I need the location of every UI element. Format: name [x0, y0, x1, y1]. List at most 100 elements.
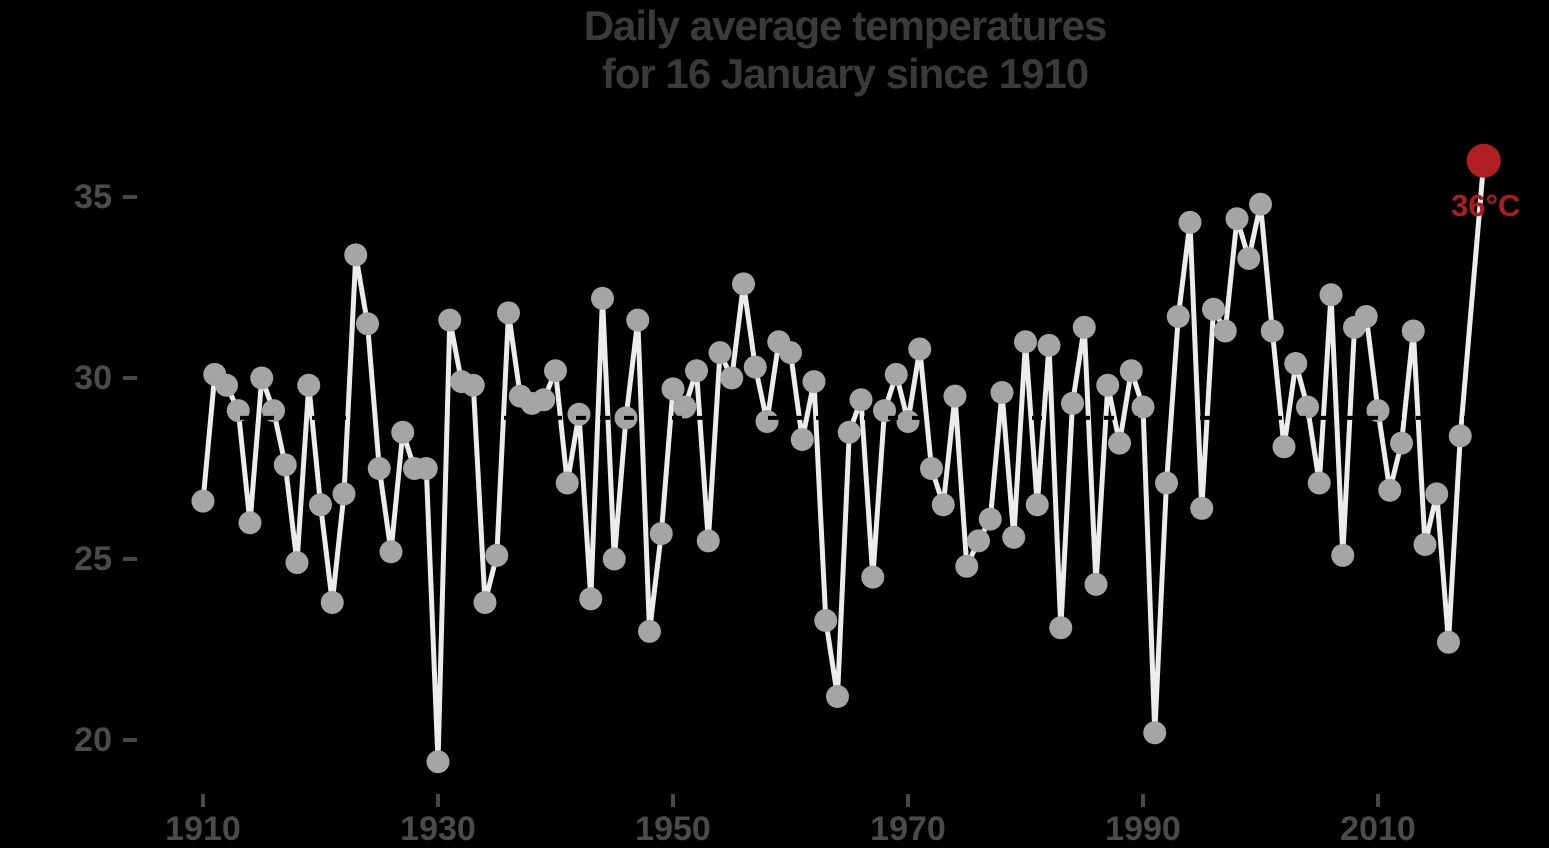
data-point-1965: [837, 420, 861, 444]
data-point-2013: [1401, 319, 1425, 343]
data-point-1914: [238, 511, 262, 535]
y-tick: [123, 195, 137, 199]
data-point-2004: [1296, 395, 1319, 419]
data-point-2000: [1249, 192, 1272, 216]
data-point-1975: [955, 554, 979, 578]
data-point-1942: [567, 402, 591, 426]
data-point-1972: [920, 457, 943, 480]
data-point-1912: [215, 373, 238, 397]
data-point-1950: [661, 377, 685, 401]
data-point-1954: [708, 341, 732, 365]
data-point-2006: [1319, 283, 1343, 307]
data-point-2007: [1331, 543, 1355, 567]
data-point-1969: [884, 362, 908, 386]
data-point-1922: [332, 482, 356, 506]
y-tick: [123, 557, 137, 561]
x-tick-label: 1910: [165, 810, 241, 848]
data-point-1926: [379, 540, 403, 564]
data-point-1920: [309, 493, 332, 517]
data-point-1925: [367, 457, 391, 480]
data-point-1915: [250, 366, 274, 390]
data-point-1963: [814, 609, 838, 633]
data-point-1980: [1014, 330, 1037, 354]
data-point-1976: [967, 529, 990, 553]
data-point-1992: [1155, 471, 1178, 495]
data-point-1984: [1061, 391, 1084, 415]
data-point-1951: [673, 395, 697, 419]
x-tick-label: 1990: [1105, 810, 1181, 848]
data-point-1930: [426, 750, 450, 774]
data-point-1953: [696, 529, 720, 553]
x-tick: [436, 794, 440, 807]
data-point-1964: [826, 685, 849, 709]
data-point-2001: [1260, 319, 1284, 343]
x-tick: [201, 794, 205, 807]
data-point-1956: [732, 272, 755, 296]
data-point-1935: [485, 543, 509, 567]
data-point-1990: [1131, 395, 1155, 419]
data-point-1943: [579, 587, 603, 611]
data-point-1941: [555, 471, 579, 495]
data-point-1981: [1025, 493, 1049, 517]
data-point-2009: [1354, 304, 1378, 328]
temperature-line: [200, 158, 1487, 765]
data-point-1978: [990, 380, 1014, 404]
data-point-2011: [1378, 478, 1402, 502]
data-point-1949: [649, 522, 673, 546]
data-point-1952: [685, 359, 708, 383]
data-point-1979: [1002, 525, 1026, 549]
y-tick-label: 35: [74, 178, 112, 216]
data-point-1962: [802, 370, 826, 394]
data-point-1939: [532, 388, 556, 412]
data-point-1958: [755, 409, 779, 433]
data-point-1997: [1213, 319, 1237, 343]
data-point-1961: [790, 428, 814, 452]
data-point-1998: [1225, 207, 1249, 231]
data-point-1921: [320, 590, 344, 614]
data-point-2005: [1307, 471, 1331, 495]
data-point-1927: [391, 420, 415, 444]
data-point-1960: [779, 341, 802, 365]
data-point-1985: [1072, 315, 1096, 339]
data-point-1974: [943, 384, 967, 408]
data-point-1967: [861, 565, 885, 589]
x-tick-label: 1950: [635, 810, 711, 848]
data-point-1944: [591, 286, 614, 310]
x-tick: [671, 794, 675, 807]
chart-title: Daily average temperatures for 16 Januar…: [584, 2, 1108, 98]
data-point-1977: [978, 507, 1002, 531]
y-tick: [123, 738, 137, 742]
data-point-2002: [1272, 435, 1296, 459]
data-point-1982: [1037, 333, 1061, 357]
data-point-1948: [638, 619, 661, 643]
data-point-1995: [1190, 496, 1214, 520]
data-point-1996: [1202, 297, 1225, 321]
record-high-point: [1466, 143, 1501, 178]
data-point-1917: [273, 453, 297, 477]
data-point-2003: [1284, 352, 1308, 376]
y-tick-label: 25: [74, 540, 112, 578]
chart-title-line2: for 16 January since 1910: [601, 50, 1089, 97]
data-point-1994: [1178, 210, 1202, 234]
record-high-label: 36°C: [1451, 188, 1520, 223]
data-point-1936: [497, 301, 520, 325]
data-point-1993: [1166, 304, 1190, 328]
y-tick-label: 30: [74, 359, 112, 397]
x-tick-label: 1970: [870, 810, 946, 848]
data-point-2012: [1390, 431, 1413, 455]
data-point-1955: [720, 366, 744, 390]
data-point-1924: [356, 312, 379, 336]
x-tick-label: 2010: [1340, 810, 1416, 848]
data-point-1947: [626, 308, 650, 332]
y-tick-label: 20: [74, 721, 112, 759]
x-tick: [1376, 794, 1380, 807]
data-point-1971: [908, 337, 932, 361]
data-point-1991: [1143, 721, 1167, 745]
data-point-1934: [473, 590, 497, 614]
data-point-1973: [931, 493, 955, 517]
data-point-2015: [1425, 482, 1449, 506]
data-point-1989: [1119, 359, 1143, 383]
data-point-1945: [602, 547, 626, 571]
